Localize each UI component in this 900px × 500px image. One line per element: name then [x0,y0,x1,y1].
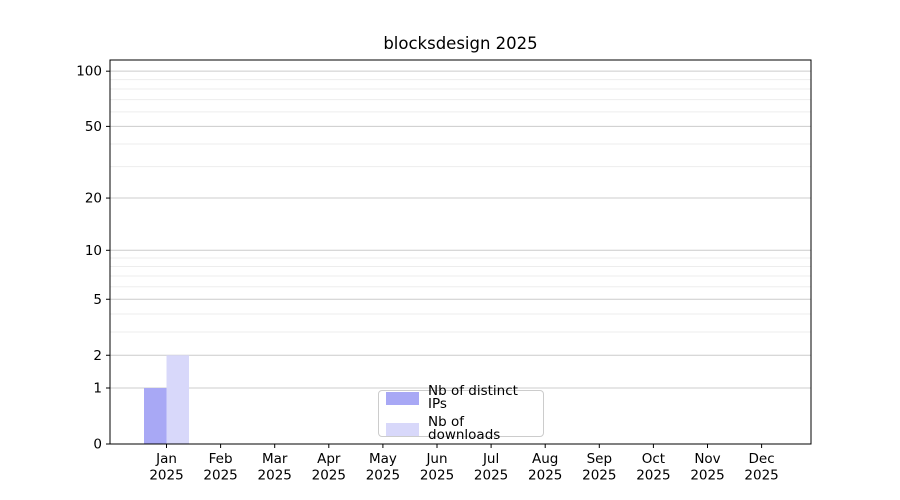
x-tick-label-sep: Sep 2025 [582,451,616,484]
legend-item-distinct-ips: Nb of distinct IPs [386,382,536,412]
plot-border [109,59,812,445]
legend-swatch-downloads [386,422,419,436]
x-tick-label-jun: Jun 2025 [420,451,454,484]
legend-label-downloads: Nb of downloads [428,413,501,443]
x-tick-label-apr: Apr 2025 [312,451,346,484]
x-tick-label-aug: Aug 2025 [528,451,562,484]
legend-swatch-distinct-ips [386,391,419,405]
x-tick-label-mar: Mar 2025 [258,451,292,484]
x-tick-label-may: May 2025 [366,451,400,484]
bar-nb-of-downloads-jan [166,355,189,444]
y-tick-label-0: 0 [93,437,102,453]
y-tick-label-100: 100 [76,64,102,80]
legend-label-distinct-ips: Nb of distinct IPs [428,382,518,412]
y-tick-label-50: 50 [85,119,102,135]
y-tick-label-5: 5 [93,292,102,308]
y-tick-label-20: 20 [85,191,102,207]
chart-title: blocksdesign 2025 [383,34,538,53]
y-tick-label-10: 10 [85,243,102,259]
y-tick-label-2: 2 [93,348,102,364]
legend: Nb of distinct IPs Nb of downloads [378,384,544,442]
x-tick-label-feb: Feb 2025 [203,451,237,484]
x-tick-label-jul: Jul 2025 [474,451,508,484]
y-tick-label-1: 1 [93,381,102,397]
legend-item-downloads: Nb of downloads [386,413,536,443]
x-tick-label-jan: Jan 2025 [149,451,183,484]
x-tick-label-oct: Oct 2025 [636,451,670,484]
x-tick-label-nov: Nov 2025 [690,451,724,484]
bar-nb-of-distinct-ips-jan [144,388,167,444]
x-tick-label-dec: Dec 2025 [744,451,778,484]
